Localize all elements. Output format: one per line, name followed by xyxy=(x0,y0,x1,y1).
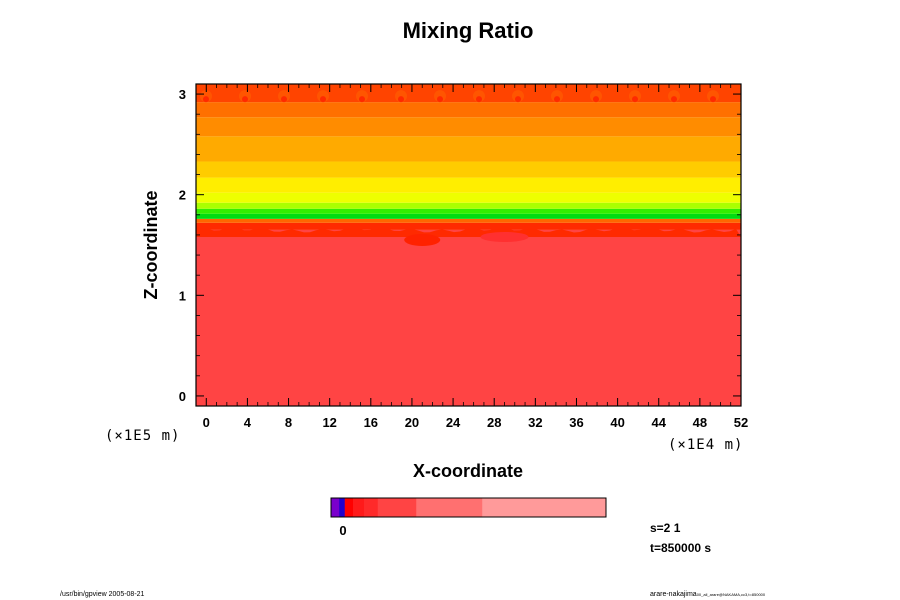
top-perturbation xyxy=(590,90,602,103)
top-perturbation xyxy=(398,96,404,103)
colorbar-segment-6 xyxy=(416,498,483,517)
x-axis-label: X-coordinate xyxy=(413,461,523,481)
footer-right-main: arare-nakajima xyxy=(650,591,697,598)
top-perturbation xyxy=(593,96,599,103)
top-perturbation xyxy=(239,90,251,103)
x-tick-label: 20 xyxy=(405,415,419,430)
top-perturbation xyxy=(317,90,329,103)
top-perturbation xyxy=(200,90,212,103)
contour-band-9 xyxy=(196,136,741,162)
x-tick-label: 12 xyxy=(322,415,336,430)
top-perturbation xyxy=(359,96,365,103)
contour-band-12 xyxy=(196,84,741,103)
top-perturbation xyxy=(476,96,482,103)
contour-band-4 xyxy=(196,208,741,214)
contour-band-8 xyxy=(196,161,741,178)
top-perturbation xyxy=(554,96,560,103)
colorbar-frame xyxy=(330,497,607,518)
x-tick-label: 32 xyxy=(528,415,542,430)
top-perturbation xyxy=(278,90,290,103)
plot-frame xyxy=(195,83,742,407)
time-info: t=850000 s xyxy=(650,541,711,555)
x-tick-label: 24 xyxy=(446,415,461,430)
x-unit-label: (×1E4 m) xyxy=(668,437,743,453)
contour-band-7 xyxy=(196,177,741,193)
colorbar-segment-0 xyxy=(331,498,340,517)
y-tick-label: 3 xyxy=(179,87,186,102)
top-perturbation xyxy=(437,96,443,103)
y-axis-label: Z-coordinate xyxy=(141,190,161,299)
top-perturbation xyxy=(395,90,407,103)
colorbar xyxy=(330,497,607,518)
mixing-interface xyxy=(196,227,741,237)
contour-band-11 xyxy=(196,102,741,118)
top-perturbation xyxy=(668,90,680,103)
interface-plume xyxy=(404,233,441,246)
chart-title: Mixing Ratio xyxy=(403,18,534,43)
top-perturbation xyxy=(434,90,446,103)
x-tick-label: 52 xyxy=(734,415,748,430)
y-tick-label: 0 xyxy=(179,389,186,404)
top-perturbation xyxy=(515,96,521,103)
top-perturbation xyxy=(512,90,524,103)
x-tick-label: 48 xyxy=(693,415,707,430)
contour-band-6 xyxy=(196,192,741,203)
x-tick-label: 36 xyxy=(569,415,583,430)
contour-band-10 xyxy=(196,117,741,137)
plot-area xyxy=(195,83,742,407)
colorbar-segment-3 xyxy=(353,498,365,517)
top-perturbation xyxy=(710,96,716,103)
top-perturbation xyxy=(707,90,719,103)
top-perturbation xyxy=(320,96,326,103)
scale-info: s=2 1 xyxy=(650,521,681,535)
x-tick-label: 16 xyxy=(364,415,378,430)
top-perturbation xyxy=(281,96,287,103)
contour-band-0 xyxy=(196,229,741,406)
x-tick-label: 8 xyxy=(285,415,292,430)
top-perturbation xyxy=(629,90,641,103)
top-perturbation xyxy=(356,90,368,103)
y-tick-label: 1 xyxy=(179,288,186,303)
x-tick-label: 44 xyxy=(652,415,667,430)
y-tick-label: 2 xyxy=(179,188,186,203)
contour-band-2 xyxy=(196,218,741,223)
top-perturbation xyxy=(203,96,209,103)
colorbar-segment-5 xyxy=(377,498,417,517)
colorbar-segment-4 xyxy=(364,498,379,517)
x-tick-label: 0 xyxy=(203,415,210,430)
y-unit-label: (×1E5 m) xyxy=(105,428,180,444)
footer-right-small: 00_all_arare@NAKAMA,cc3,t=850000 xyxy=(697,592,766,597)
colorbar-segment-1 xyxy=(339,498,346,517)
colorbar-zero-label: 0 xyxy=(339,523,346,538)
top-perturbation xyxy=(671,96,677,103)
contour-band-3 xyxy=(196,213,741,219)
top-perturbation xyxy=(551,90,563,103)
colorbar-segment-7 xyxy=(482,498,607,517)
x-tick-label: 28 xyxy=(487,415,501,430)
x-tick-label: 40 xyxy=(610,415,624,430)
top-perturbation xyxy=(473,90,485,103)
footer-left: /usr/bin/gpview 2005-08-21 xyxy=(60,591,145,598)
contour-band-5 xyxy=(196,202,741,209)
top-perturbation xyxy=(632,96,638,103)
x-tick-label: 4 xyxy=(244,415,252,430)
colorbar-segment-2 xyxy=(344,498,354,517)
interface-plume xyxy=(480,231,529,242)
contour-band-1 xyxy=(196,222,741,230)
top-perturbation xyxy=(242,96,248,103)
footer-right: arare-nakajima00_all_arare@NAKAMA,cc3,t=… xyxy=(650,591,766,598)
